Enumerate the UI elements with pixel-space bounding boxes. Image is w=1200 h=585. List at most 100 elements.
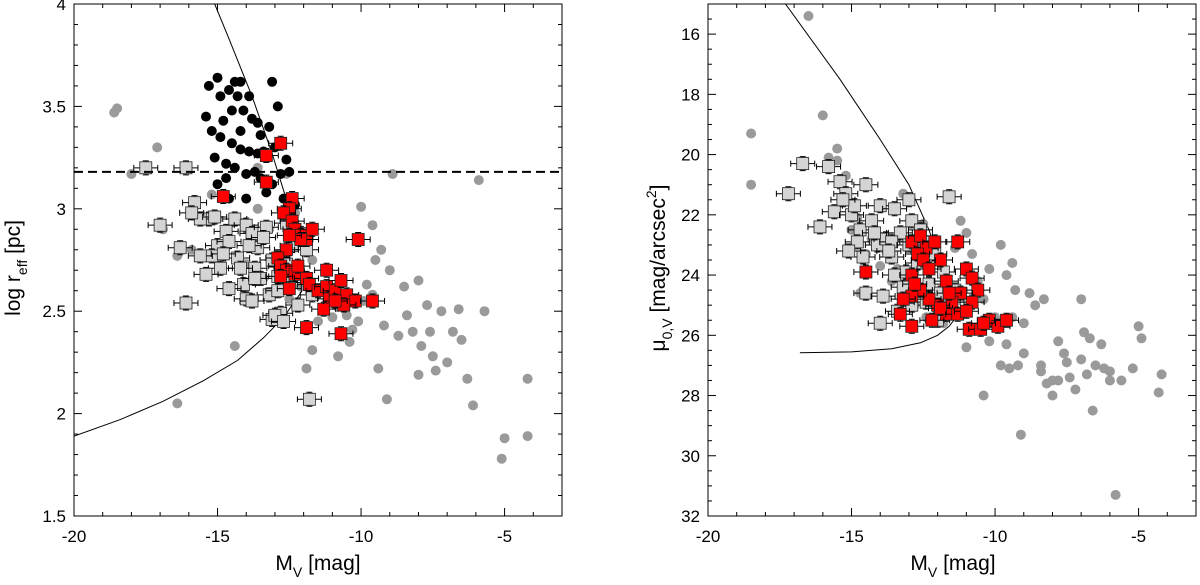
square-marker — [305, 222, 319, 236]
red-square-point — [314, 262, 340, 278]
gray-data-point — [803, 11, 814, 21]
square-marker — [859, 178, 873, 192]
black-data-point — [252, 117, 263, 128]
red-square-point — [922, 234, 948, 250]
gray-square-point — [816, 159, 842, 175]
gray-data-point — [416, 341, 427, 351]
gray-data-point — [373, 363, 384, 374]
right-y-axis-label: μ0,V [mag/arcsec2] — [643, 185, 675, 352]
gray-data-point — [307, 345, 318, 356]
gray-data-point — [1090, 360, 1101, 371]
square-marker — [914, 229, 927, 243]
gray-data-point — [522, 373, 533, 384]
square-marker — [865, 214, 878, 228]
right-y-tick-label: 20 — [681, 146, 700, 165]
black-data-point — [272, 101, 283, 112]
red-square-point — [936, 285, 962, 301]
gray-data-point — [353, 316, 364, 327]
gray-data-point — [1116, 375, 1127, 386]
gray-data-point — [1110, 489, 1121, 500]
square-marker — [208, 210, 222, 224]
black-data-point — [226, 138, 237, 149]
gray-square-point — [271, 313, 297, 329]
gray-data-point — [499, 433, 510, 444]
red-square-point — [253, 174, 279, 190]
gray-data-point — [361, 279, 372, 290]
gray-square-point — [936, 189, 962, 205]
red-square-point — [285, 258, 311, 274]
black-data-point — [209, 152, 220, 163]
right-y-tick-label: 30 — [681, 447, 700, 466]
gray-square-point — [179, 205, 205, 221]
gray-data-point — [1104, 375, 1115, 386]
square-marker — [259, 149, 273, 163]
gray-data-point — [152, 142, 163, 153]
gray-data-point — [430, 365, 441, 376]
red-square-point — [268, 135, 294, 151]
gray-data-point — [1024, 288, 1035, 299]
gray-data-point — [384, 265, 395, 276]
square-marker — [939, 274, 953, 288]
gray-data-point — [425, 326, 435, 337]
square-marker — [291, 259, 305, 273]
square-marker — [960, 304, 973, 318]
gray-data-point — [1087, 405, 1098, 416]
square-marker — [334, 274, 348, 287]
gray-square-point — [173, 160, 199, 176]
gray-data-point — [1064, 372, 1075, 383]
black-data-point — [244, 146, 255, 157]
red-square-point — [328, 326, 354, 342]
square-marker — [317, 302, 331, 316]
black-data-point — [212, 179, 223, 190]
square-marker — [274, 136, 288, 150]
gray-data-point — [1047, 390, 1058, 401]
gray-square-point — [193, 266, 219, 282]
gray-data-point — [1018, 318, 1029, 329]
gray-square-point — [239, 293, 265, 309]
black-data-point — [241, 169, 252, 179]
square-marker — [796, 157, 810, 171]
red-square-point — [360, 293, 386, 309]
red-square-point — [959, 270, 985, 286]
square-marker — [853, 223, 867, 237]
gray-data-point — [422, 300, 433, 311]
square-marker — [873, 316, 887, 330]
gray-data-point — [402, 310, 412, 321]
red-square-point — [210, 189, 236, 205]
black-data-point — [255, 130, 266, 141]
left-panel: log reff [pc] MV [mag] -20 -15 -10 -5 1.5 2 2.… — [2, 0, 563, 580]
gray-data-point — [413, 275, 424, 286]
gray-square-point — [870, 288, 896, 304]
gray-data-point — [126, 169, 137, 179]
gray-square-point — [853, 285, 879, 301]
square-marker — [302, 392, 316, 406]
gray-square-point — [790, 156, 816, 172]
square-marker — [282, 282, 296, 296]
square-marker — [951, 235, 965, 249]
square-marker — [859, 265, 873, 279]
gray-data-point — [1081, 369, 1092, 380]
gray-data-point — [1038, 294, 1049, 305]
square-marker — [902, 193, 916, 207]
square-marker — [908, 277, 922, 291]
gray-data-point — [370, 255, 381, 265]
gray-data-point — [1053, 336, 1064, 347]
gray-data-point — [1059, 348, 1069, 359]
square-marker — [277, 314, 291, 328]
square-marker — [248, 271, 262, 285]
black-data-point — [261, 187, 272, 198]
right-y-tick-label: 16 — [681, 25, 700, 44]
gray-square-point — [147, 217, 173, 233]
gray-data-point — [367, 220, 378, 231]
square-marker — [965, 271, 979, 285]
gray-data-point — [313, 316, 323, 327]
red-square-point — [899, 318, 925, 334]
gray-data-point — [1076, 354, 1087, 365]
black-data-point — [229, 162, 240, 173]
square-marker — [888, 202, 901, 216]
gray-data-point — [1015, 429, 1026, 440]
red-square-point — [945, 234, 971, 250]
square-marker — [234, 261, 247, 275]
right-x-tick-label: -10 — [983, 527, 1008, 546]
gray-data-point — [442, 357, 453, 368]
